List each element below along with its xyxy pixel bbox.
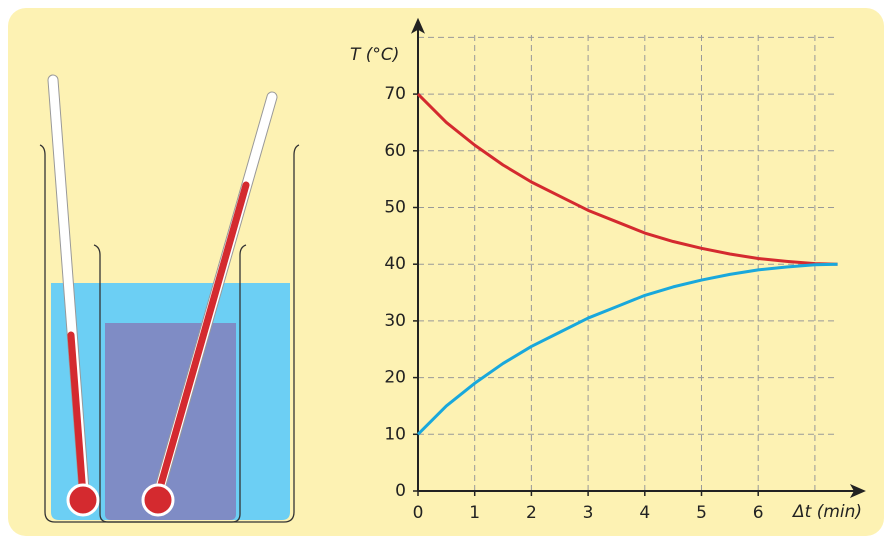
x-axis-arrow: [849, 484, 866, 498]
y-axis-arrow: [411, 17, 425, 34]
x-tick-label: 4: [639, 503, 650, 523]
inner-liquid: [105, 323, 236, 520]
x-tick-label: 6: [753, 503, 764, 523]
thermometer-bulb: [141, 483, 175, 517]
inner-beaker: [93, 244, 247, 523]
y-tick-label: 10: [384, 424, 406, 444]
series-line: [416, 262, 838, 436]
thermometer-mercury: [154, 181, 250, 499]
series-line: [416, 93, 838, 266]
y-axis-label: T (°C): [350, 45, 399, 65]
y-tick-label: 20: [384, 368, 406, 388]
illustration: [39, 74, 300, 523]
x-tick-label: 5: [696, 503, 707, 523]
x-tick-label: 1: [469, 503, 480, 523]
y-tick-label: 60: [384, 141, 406, 161]
x-tick-label: 0: [413, 503, 424, 523]
thermometer-mercury: [67, 331, 87, 499]
y-tick-label: 0: [395, 481, 406, 501]
y-tick-label: 40: [384, 254, 406, 274]
plot: 0 10 20 30 40 50 60 70 0 1 2 3 4 5 6: [384, 17, 866, 523]
y-tick-label: 50: [384, 198, 406, 218]
x-axis-label: Δt (min): [791, 502, 862, 522]
x-tick-label: 2: [526, 503, 537, 523]
y-tick-label: 30: [384, 311, 406, 331]
y-tick-label: 70: [384, 84, 406, 104]
thermometer-bulb: [66, 483, 100, 517]
x-tick-label: 3: [583, 503, 594, 523]
